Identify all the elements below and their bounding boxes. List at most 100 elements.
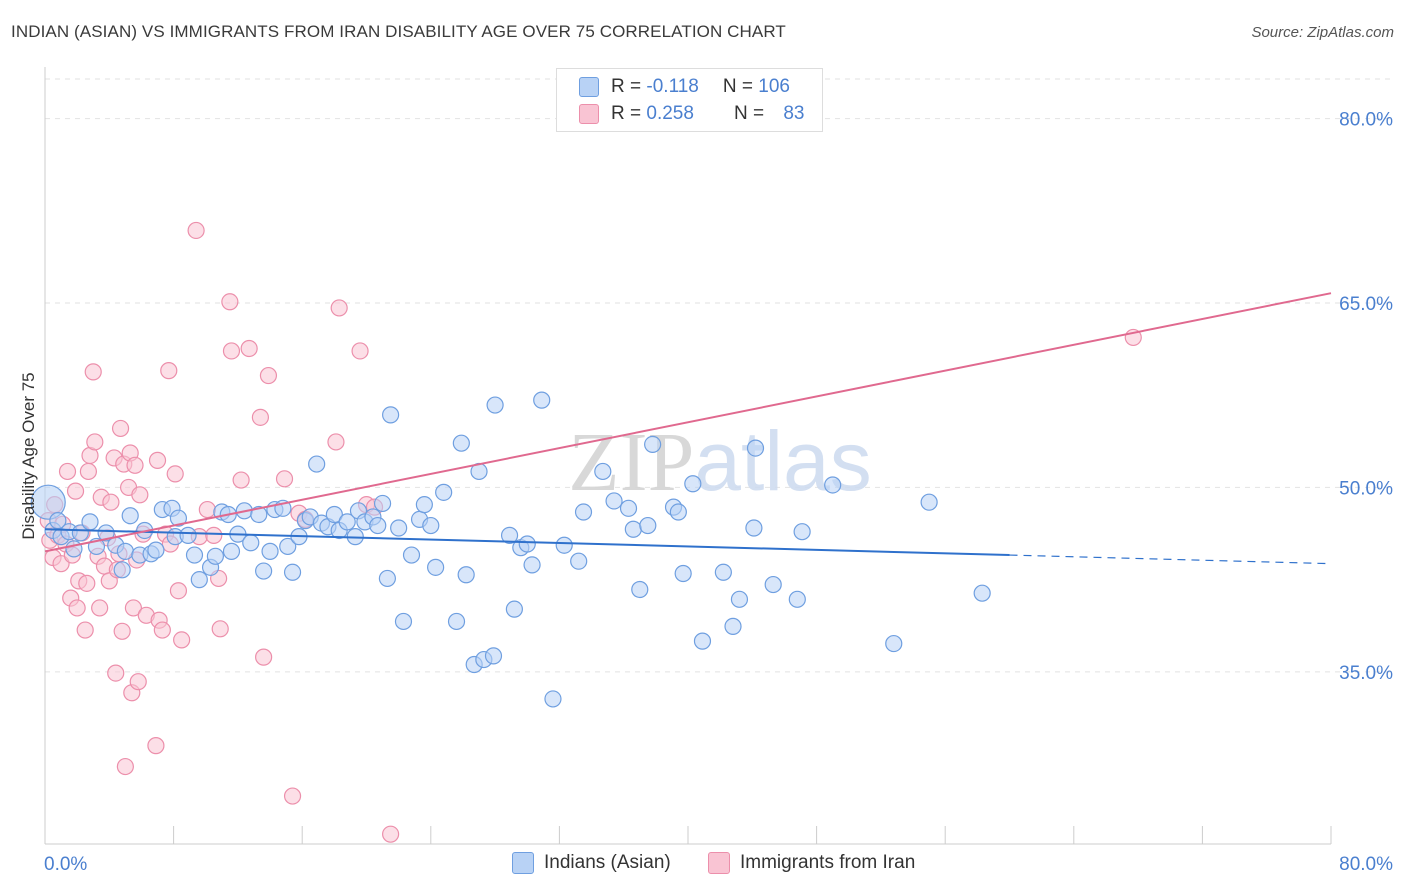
iran-point bbox=[173, 631, 191, 649]
indians-point bbox=[179, 526, 197, 544]
indians-point bbox=[745, 519, 763, 537]
indians-point bbox=[484, 647, 503, 665]
chart-title: INDIAN (ASIAN) VS IMMIGRANTS FROM IRAN D… bbox=[11, 22, 786, 41]
grid-lines bbox=[45, 78, 1393, 673]
indians-point bbox=[338, 513, 356, 531]
iran-point bbox=[259, 366, 278, 385]
indians-point bbox=[283, 563, 302, 581]
source-label: Source: ZipAtlas.com bbox=[1251, 24, 1394, 41]
indians-point bbox=[415, 496, 433, 514]
r-value: -0.118 bbox=[646, 76, 699, 97]
indians-point bbox=[544, 690, 562, 708]
iran-point bbox=[147, 737, 165, 755]
indians-point bbox=[65, 540, 83, 558]
indians-point bbox=[206, 547, 224, 565]
y-tick-label: 80.0% bbox=[1339, 110, 1393, 131]
iran-point bbox=[222, 342, 241, 360]
y-tick-label: 35.0% bbox=[1339, 663, 1393, 684]
indians-point bbox=[390, 519, 408, 537]
indians-point bbox=[378, 569, 396, 588]
iran-point bbox=[148, 451, 167, 469]
legend-label-indians: Indians (Asian) bbox=[544, 852, 671, 873]
indians-point bbox=[788, 590, 806, 608]
iran-point bbox=[68, 599, 86, 617]
indians-point bbox=[169, 509, 188, 527]
indians-point bbox=[746, 439, 765, 457]
iran-point bbox=[187, 221, 205, 240]
x-tick-labels: 0.0% 80.0% bbox=[44, 854, 1393, 875]
n-label: N = bbox=[733, 103, 765, 124]
iran-legend-swatch bbox=[708, 852, 730, 874]
iran-point bbox=[91, 599, 109, 617]
indians-point bbox=[369, 516, 387, 535]
indians-point bbox=[885, 634, 903, 653]
trend-lines bbox=[44, 292, 1332, 565]
indians-point bbox=[533, 391, 551, 409]
indians-point bbox=[457, 566, 475, 584]
legend-item-indians[interactable]: Indians (Asian) bbox=[512, 852, 671, 874]
r-value: 0.258 bbox=[646, 103, 694, 124]
iran-point bbox=[232, 471, 250, 489]
legend-item-iran[interactable]: Immigrants from Iran bbox=[708, 852, 915, 874]
iran-point bbox=[283, 787, 302, 805]
indians-point bbox=[116, 542, 134, 560]
iran-point bbox=[382, 825, 400, 843]
indians-point bbox=[669, 503, 687, 521]
iran-point bbox=[113, 622, 131, 640]
indians-point bbox=[71, 524, 89, 542]
legend-label-iran: Immigrants from Iran bbox=[740, 852, 916, 873]
iran-point bbox=[124, 599, 143, 617]
iran-point bbox=[169, 582, 188, 600]
iran-point bbox=[221, 293, 239, 311]
n-label: N = bbox=[722, 76, 753, 97]
iran-point bbox=[166, 465, 184, 483]
y-tick-labels: 35.0% 50.0% 65.0% 80.0% bbox=[1339, 110, 1393, 684]
iran-point bbox=[160, 362, 178, 380]
indians-point bbox=[97, 524, 115, 542]
iran-point bbox=[66, 482, 85, 500]
stats-row-indians: R = -0.118 N = 106 bbox=[579, 75, 790, 99]
indians-point bbox=[605, 492, 623, 510]
indians-point bbox=[394, 612, 413, 631]
iran-point bbox=[76, 621, 94, 639]
indians-point bbox=[730, 590, 749, 608]
iran-point bbox=[131, 486, 149, 504]
indians-point bbox=[222, 542, 241, 560]
stats-box: R = -0.118 N = 106 R = 0.258 N = 83 bbox=[556, 68, 823, 132]
iran-point bbox=[240, 339, 258, 358]
indians-point bbox=[30, 484, 66, 520]
indians-point bbox=[644, 435, 662, 454]
iran-point bbox=[153, 621, 171, 639]
indians-swatch bbox=[579, 77, 599, 97]
indians-point bbox=[250, 505, 268, 524]
trend-line-indians-projection bbox=[1009, 554, 1332, 565]
y-tick-label: 50.0% bbox=[1339, 478, 1393, 499]
indians-point bbox=[764, 575, 782, 594]
indians-point bbox=[190, 571, 208, 589]
indians-point bbox=[505, 600, 523, 618]
indians-point bbox=[674, 564, 692, 583]
indians-point bbox=[121, 507, 139, 525]
indians-point bbox=[624, 520, 642, 538]
indians-point bbox=[373, 494, 392, 513]
r-label: R = bbox=[611, 103, 642, 124]
iran-point bbox=[111, 419, 130, 438]
indians-point bbox=[308, 455, 326, 473]
indians-point bbox=[824, 476, 842, 494]
n-value: 106 bbox=[758, 76, 790, 97]
iran-point bbox=[275, 470, 294, 488]
indians-point bbox=[724, 617, 742, 635]
watermark: ZIPatlas bbox=[568, 414, 871, 509]
trend-line-iran bbox=[44, 292, 1332, 553]
indians-point bbox=[639, 516, 657, 535]
legend: Indians (Asian) Immigrants from Iran bbox=[0, 852, 1406, 878]
indians-point bbox=[793, 523, 811, 541]
indians-point bbox=[279, 537, 297, 556]
iran-point bbox=[255, 648, 273, 666]
indians-point bbox=[255, 562, 273, 580]
iran-point bbox=[198, 500, 216, 519]
indians-point bbox=[619, 499, 638, 517]
indians-point bbox=[920, 493, 938, 511]
y-tick-label: 65.0% bbox=[1339, 294, 1393, 315]
indians-point bbox=[185, 546, 204, 564]
